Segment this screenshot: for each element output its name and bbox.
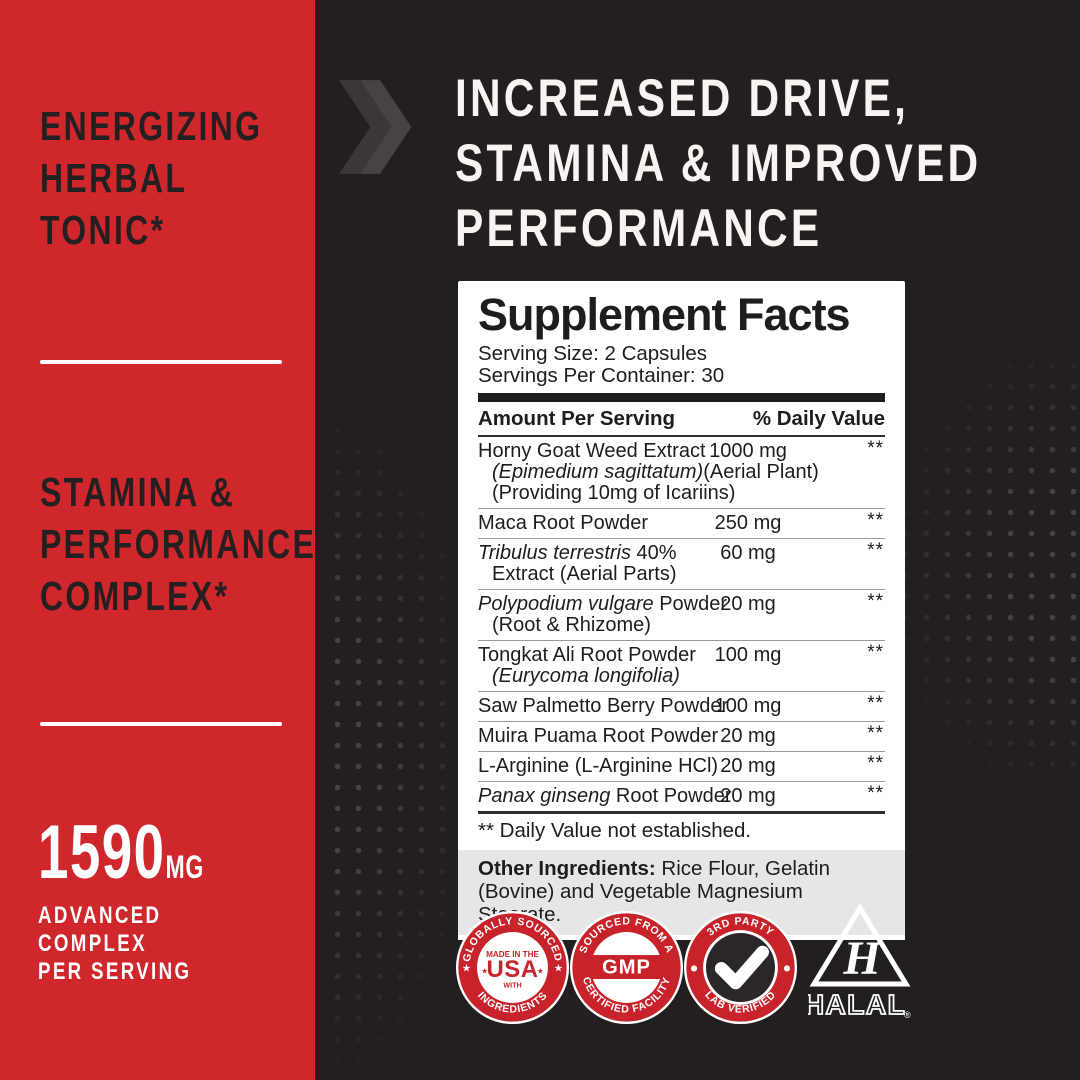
supplement-row: Tribulus terrestris 40% Extract (Aerial P…	[478, 538, 885, 589]
other-ingredients: Other Ingredients: Rice Flour, Gelatin (…	[458, 850, 905, 935]
ingredient-name: Horny Goat Weed Extract (Epimedium sagitt…	[478, 441, 885, 504]
daily-value-header: % Daily Value	[752, 407, 885, 430]
amount-value: 20 mg	[720, 785, 776, 807]
tagline-line: ENERGIZING	[40, 103, 263, 149]
supplement-row: Panax ginseng Root Powder 20 mg **	[478, 781, 885, 811]
svg-text:GMP: GMP	[602, 957, 651, 979]
dot-separator	[690, 965, 698, 972]
ingredient-name: Panax ginseng Root Powder	[478, 785, 732, 807]
tagline-line: PERFORMANCE	[40, 521, 317, 567]
ingredient-subtext: (Epimedium sagittatum)(Aerial Plant) (Pr…	[492, 461, 819, 504]
servings-per-container: Servings Per Container: 30	[478, 364, 725, 387]
supplement-row: Horny Goat Weed Extract (Epimedium sagitt…	[478, 437, 885, 508]
star-icon: ★	[554, 962, 564, 974]
left-red-panel: ENERGIZING HERBAL TONIC* STAMINA & PERFO…	[0, 0, 315, 1080]
daily-value: **	[867, 693, 884, 714]
amount-value: 20 mg	[720, 755, 776, 777]
daily-value: **	[867, 540, 884, 561]
amount-value: 20 mg	[720, 593, 776, 615]
daily-value: **	[867, 642, 884, 663]
dose-unit: MG	[165, 849, 205, 885]
daily-value: **	[867, 510, 884, 531]
halftone-dots-right	[895, 355, 1080, 785]
dose-value: 1590	[38, 810, 166, 895]
supplement-row: Maca Root Powder 250 mg **	[478, 508, 885, 538]
divider-line	[40, 360, 282, 364]
benefit-tagline-1: ENERGIZING HERBAL TONIC*	[40, 100, 262, 256]
halal-label: HALAL	[808, 989, 906, 1020]
tagline-line: HERBAL	[40, 155, 188, 201]
serving-size: Serving Size: 2 Capsules	[478, 342, 708, 365]
divider-line	[40, 722, 282, 726]
double-chevron-icon	[339, 80, 412, 174]
ingredient-name: Maca Root Powder	[478, 512, 649, 534]
halftone-dots-left	[327, 420, 477, 1070]
lab-verified-badge: 3RD PARTY LAB VERIFIED	[683, 910, 798, 1025]
amount-value: 60 mg	[720, 542, 776, 564]
star-icon: ★	[537, 966, 544, 975]
panel-bottom-strip	[458, 935, 905, 940]
made-in-usa-badge: GLOBALLY SOURCED INGREDIENTS ★ ★ MADE IN…	[455, 910, 570, 1025]
star-icon: ★	[462, 962, 472, 974]
amount-per-serving-header: Amount Per Serving	[478, 407, 676, 430]
svg-text:WITH: WITH	[503, 982, 521, 990]
daily-value: **	[867, 753, 884, 774]
dose-callout: 1590MG ADVANCED COMPLEX PER SERVING	[38, 815, 269, 986]
other-ingredients-label: Other Ingredients:	[478, 857, 656, 880]
supplement-facts-title: Supplement Facts	[478, 289, 851, 340]
supplement-rows: Horny Goat Weed Extract (Epimedium sagitt…	[478, 437, 885, 811]
dose-description: ADVANCED COMPLEX PER SERVING	[38, 902, 192, 985]
supplement-row: Polypodium vulgare Powder (Root & Rhizome…	[478, 589, 885, 640]
dark-background-panel: INCREASED DRIVE, STAMINA & IMPROVED PERF…	[315, 0, 1080, 1080]
daily-value: **	[867, 783, 884, 804]
supplement-row: L-Arginine (L-Arginine HCl) 20 mg **	[478, 751, 885, 781]
halal-logo: H HALAL ®	[808, 904, 911, 1021]
thick-rule	[478, 393, 885, 402]
tagline-line: TONIC*	[40, 207, 166, 253]
supplement-row: Tongkat Ali Root Powder (Eurycoma longifo…	[478, 640, 885, 691]
headline-line: STAMINA & IMPROVED	[455, 134, 982, 193]
amount-value: 100 mg	[714, 644, 782, 666]
gmp-badge: GMP SOURCED FROM A CERTIFIED FACILITY	[569, 910, 684, 1025]
registered-mark: ®	[904, 1010, 911, 1020]
dot-separator	[783, 965, 791, 972]
benefit-tagline-2: STAMINA & PERFORMANCE COMPLEX*	[40, 466, 316, 622]
headline-line: PERFORMANCE	[455, 199, 823, 258]
ingredient-name: Saw Palmetto Berry Powder	[478, 695, 729, 717]
ingredient-name: Muira Puama Root Powder	[478, 725, 719, 747]
amount-value: 250 mg	[714, 512, 782, 534]
headline: INCREASED DRIVE, STAMINA & IMPROVED PERF…	[455, 66, 981, 261]
ingredient-subtext: (Eurycoma longifolia)	[492, 665, 680, 687]
supplement-row: Saw Palmetto Berry Powder 100 mg **	[478, 691, 885, 721]
ingredient-name: L-Arginine (L-Arginine HCl)	[478, 755, 719, 777]
tagline-line: COMPLEX*	[40, 573, 230, 619]
svg-text:USA: USA	[487, 956, 539, 983]
daily-value-footnote: ** Daily Value not established.	[478, 811, 885, 850]
ingredient-name: Tribulus terrestris 40% Extract (Aerial P…	[478, 543, 885, 585]
ingredient-name: Tongkat Ali Root Powder (Eurycoma longifo…	[478, 645, 885, 687]
amount-value: 20 mg	[720, 725, 776, 747]
certification-badges: GLOBALLY SOURCED INGREDIENTS ★ ★ MADE IN…	[455, 904, 912, 1025]
ingredient-subtext: Extract (Aerial Parts)	[492, 563, 677, 585]
halal-initial: H	[842, 932, 882, 985]
headline-line: INCREASED DRIVE,	[455, 69, 910, 128]
tagline-line: STAMINA &	[40, 469, 236, 515]
ingredient-subtext: (Root & Rhizome)	[492, 614, 651, 636]
daily-value: **	[867, 723, 884, 744]
amount-value: 1000 mg	[709, 440, 787, 462]
daily-value: **	[867, 438, 884, 459]
supplement-row: Muira Puama Root Powder 20 mg **	[478, 721, 885, 751]
facts-header-row: Amount Per Serving % Daily Value	[478, 402, 885, 437]
star-icon: ★	[481, 966, 488, 975]
amount-value: 100 mg	[714, 695, 782, 717]
ingredient-name: Polypodium vulgare Powder (Root & Rhizome…	[478, 594, 885, 636]
supplement-facts-panel: Supplement Facts Serving Size: 2 Capsule…	[458, 281, 905, 940]
checkmark-icon	[714, 945, 770, 990]
svg-text:MADE IN THE: MADE IN THE	[486, 950, 539, 959]
daily-value: **	[867, 591, 884, 612]
